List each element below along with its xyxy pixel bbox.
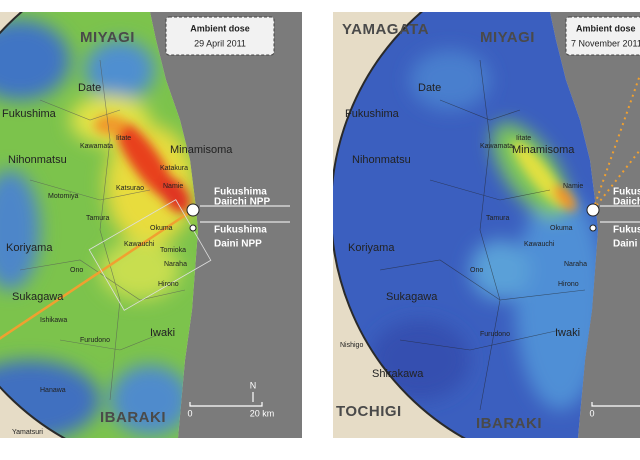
npp-label: Fukushima [613,225,640,236]
town: Kawamata [80,143,113,150]
scale-bar [189,402,263,407]
prefecture: IBARAKI [476,415,542,432]
town: Namie [563,183,583,190]
date-box [165,16,275,56]
city: Shirakawa [372,368,424,380]
town: Nishigo [340,342,363,349]
dotted-line [592,149,640,211]
prefecture: TOCHIGI [336,403,402,420]
npp-label: Fukushima [214,187,267,198]
town: Kawauchi [124,241,155,248]
town: Iitate [116,135,131,142]
town: Tamura [486,215,509,222]
city: Sukagawa [12,291,64,303]
town: Iitate [516,135,531,142]
town: Kawauchi [524,241,555,248]
town: Hanawa [40,387,66,394]
town: Naraha [164,261,187,268]
box-title: Ambient dose [576,23,636,33]
scale-bar [591,402,640,407]
boundaries [379,59,586,411]
npp-marker [186,203,200,217]
dose-area [0,12,198,438]
city: Sukagawa [386,291,438,303]
npp-label: Daiichi [613,197,640,208]
town: Tamura [86,215,109,222]
town: Tomioka [160,247,186,254]
town: Ono [470,267,483,274]
boundaries [19,59,186,401]
city: Minamisoma [170,144,233,156]
npp-label: Daini [613,239,638,250]
scale-label: 20 km [250,408,275,418]
section-line [0,208,194,340]
box-date: 29 April 2011 [194,38,246,48]
npp-label: Fukushima [214,225,267,236]
city: Koriyama [6,242,53,254]
town: Motomiya [48,193,78,200]
town: Yamatsuri [12,429,43,436]
panel-april: Ambient dose 29 April 2011 MIYAGI IBARAK… [0,12,302,438]
town: Okuma [550,225,573,232]
city: Nihonmatsu [352,154,411,166]
city: Iwaki [150,327,175,339]
prefecture: YAMAGATA [342,21,429,38]
prefecture: MIYAGI [480,29,535,46]
npp-marker [586,203,600,217]
town: Katakura [160,165,188,172]
city: Fukushima [345,108,400,120]
city: Minamisoma [512,144,575,156]
town: Katsurao [116,185,144,192]
city: Koriyama [348,242,395,254]
city: Date [78,82,101,94]
npp-marker [589,224,597,232]
town: Hirono [158,281,179,288]
town: Namie [163,183,183,190]
city: Nihonmatsu [8,154,67,166]
box-date: 7 November 2011 [571,38,640,48]
prefecture: IBARAKI [100,409,166,426]
town: Hirono [558,281,579,288]
npp-label: Daiichi NPP [214,197,270,208]
prefecture: MIYAGI [80,29,135,46]
town: Kawamata [480,143,513,150]
town: Ishikawa [40,317,67,324]
town: Furudono [80,337,110,344]
town: Ono [70,267,83,274]
box-title: Ambient dose [190,23,250,33]
scale-label: 0 [589,408,594,418]
date-box [565,16,640,56]
npp-marker [189,224,197,232]
city: Fukushima [2,108,57,120]
scale-label: 0 [187,408,192,418]
town: Okuma [150,225,173,232]
north-label: N [250,380,257,390]
town: Naraha [564,261,587,268]
town: Furudono [480,331,510,338]
npp-label: Daini NPP [214,239,262,250]
city: Date [418,82,441,94]
npp-label: Fukushima [613,187,640,198]
panel-november: Ambient dose 7 November 2011 YAMAGATA MI… [333,12,640,438]
city: Iwaki [555,327,580,339]
